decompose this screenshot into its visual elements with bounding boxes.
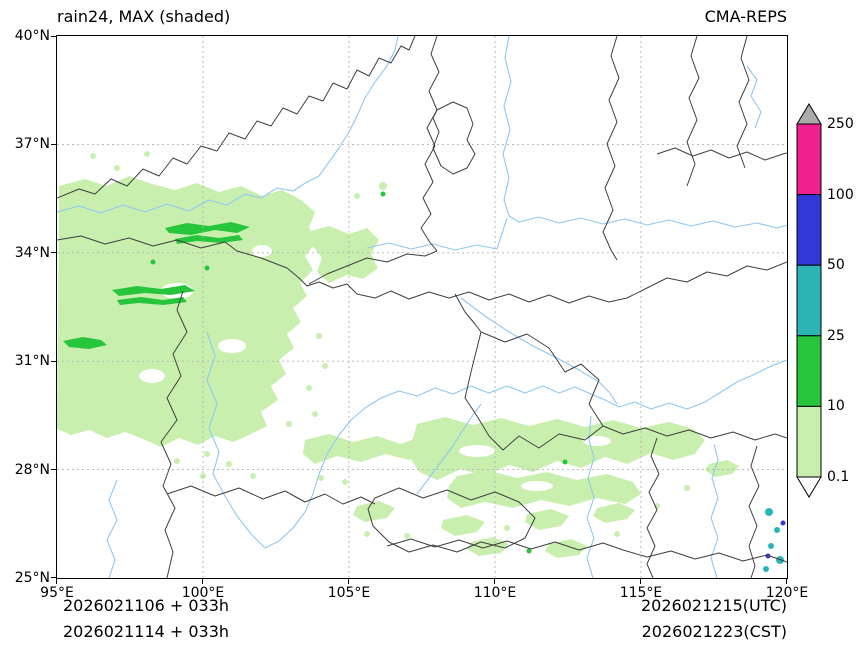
- axis-tick: [51, 577, 56, 578]
- yellow-river-middle: [502, 36, 787, 229]
- colorbar-seg-0.1-10: [796, 405, 822, 478]
- gridlines-layer: [57, 36, 787, 578]
- map-plot: [56, 35, 788, 579]
- y-tick-label: 40°N: [14, 28, 50, 44]
- x-tick-label: 115°E: [619, 585, 663, 601]
- y-tick-label: 37°N: [14, 136, 50, 152]
- footer-valid-cst: 2026021223(CST): [641, 622, 787, 641]
- axis-tick: [51, 144, 56, 145]
- map-canvas: [57, 36, 787, 578]
- axis-tick: [348, 579, 349, 584]
- colorbar-seg-100-250: [796, 123, 822, 196]
- colorbar-tick-label: 10: [827, 398, 845, 414]
- y-tick-label: 31°N: [14, 353, 50, 369]
- x-tick-label: 95°E: [40, 585, 74, 601]
- rivers-layer: [57, 36, 787, 578]
- yangtze-river: [206, 331, 787, 549]
- axis-tick: [51, 252, 56, 253]
- axis-tick: [51, 36, 56, 37]
- x-tick-label: 120°E: [765, 585, 809, 601]
- axis-tick: [56, 579, 57, 584]
- axis-tick: [51, 361, 56, 362]
- colorbar-tick-label: 0.1: [827, 469, 850, 485]
- yellow-river-upper: [57, 36, 399, 214]
- north-river: [746, 65, 762, 129]
- axis-tick: [202, 579, 203, 584]
- han-river: [460, 297, 618, 405]
- colorbar-seg-50-100: [796, 194, 822, 266]
- colorbar-under-triangle: [796, 476, 822, 498]
- footer-init-utc: 2026021106 + 033h: [63, 596, 230, 615]
- wei-river: [366, 217, 508, 251]
- axis-tick: [494, 579, 495, 584]
- axis-tick: [786, 579, 787, 584]
- x-tick-label: 100°E: [181, 585, 225, 601]
- colorbar-tick-label: 100: [827, 187, 854, 203]
- colorbar: [793, 100, 860, 516]
- colorbar-seg-25-50: [796, 264, 822, 337]
- footer-init-cst: 2026021114 + 033h: [63, 622, 230, 641]
- y-tick-label: 34°N: [14, 245, 50, 261]
- colorbar-tick-label: 250: [827, 116, 854, 132]
- plot-title: rain24, MAX (shaded): [57, 7, 231, 26]
- xiang-river: [586, 415, 595, 578]
- southwest-river: [106, 479, 118, 578]
- x-tick-label: 110°E: [473, 585, 517, 601]
- model-label: CMA-REPS: [704, 7, 787, 26]
- axis-tick: [51, 469, 56, 470]
- y-tick-label: 25°N: [14, 570, 50, 586]
- y-tick-label: 28°N: [14, 462, 50, 478]
- colorbar-tick-label: 50: [827, 257, 845, 273]
- colorbar-tick-label: 25: [827, 328, 845, 344]
- axis-tick: [640, 579, 641, 584]
- wu-river: [416, 403, 482, 495]
- precip-heavy-layer: [763, 508, 784, 572]
- colorbar-over-triangle: [796, 103, 822, 125]
- footer-valid-utc: 2026021215(UTC): [641, 596, 787, 615]
- precip-moderate-layer: [63, 191, 568, 554]
- colorbar-seg-10-25: [796, 335, 822, 407]
- x-tick-label: 105°E: [327, 585, 371, 601]
- province-borders-layer: [57, 36, 787, 578]
- precip-intense-layer: [765, 520, 786, 559]
- precip-light-layer: [57, 151, 739, 558]
